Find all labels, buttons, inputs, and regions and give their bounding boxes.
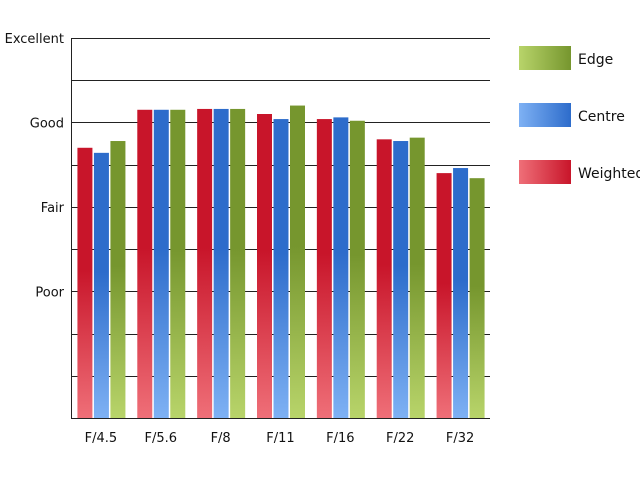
x-tick-label: F/32 bbox=[446, 431, 474, 446]
bar-edge-0 bbox=[110, 141, 125, 418]
y-tick-label: Fair bbox=[41, 201, 65, 216]
y-tick-label: Excellent bbox=[5, 32, 64, 47]
bar-weighted-2 bbox=[197, 109, 212, 418]
bar-centre-6 bbox=[453, 168, 468, 418]
bar-centre-4 bbox=[333, 117, 348, 418]
bar-centre-1 bbox=[154, 110, 169, 418]
bar-centre-3 bbox=[274, 119, 289, 418]
bar-weighted-1 bbox=[137, 110, 152, 418]
bar-edge-6 bbox=[470, 178, 485, 418]
bars bbox=[77, 106, 484, 418]
bar-edge-4 bbox=[350, 121, 365, 418]
legend-label-edge: Edge bbox=[578, 52, 613, 68]
x-tick-labels: F/4.5 F/5.6 F/8 F/11 F/16 F/22 F/32 bbox=[85, 431, 475, 446]
bar-weighted-3 bbox=[257, 114, 272, 418]
bar-edge-1 bbox=[170, 110, 185, 418]
bar-edge-3 bbox=[290, 106, 305, 418]
bar-centre-5 bbox=[393, 141, 408, 418]
legend: Edge Centre Weighted bbox=[519, 46, 640, 184]
legend-swatch-centre bbox=[519, 103, 571, 127]
y-tick-labels: Poor Fair Good Excellent bbox=[5, 32, 65, 300]
legend-label-centre: Centre bbox=[578, 109, 625, 125]
y-tick-label: Poor bbox=[35, 285, 64, 300]
x-tick-label: F/16 bbox=[326, 431, 354, 446]
bar-edge-5 bbox=[410, 138, 425, 418]
bar-centre-0 bbox=[94, 153, 109, 418]
bar-edge-2 bbox=[230, 109, 245, 418]
x-tick-label: F/5.6 bbox=[145, 431, 178, 446]
y-tick-label: Good bbox=[30, 116, 64, 131]
legend-label-weighted: Weighted bbox=[578, 166, 640, 182]
x-tick-label: F/8 bbox=[211, 431, 231, 446]
legend-swatch-weighted bbox=[519, 160, 571, 184]
legend-swatch-edge bbox=[519, 46, 571, 70]
bar-weighted-6 bbox=[437, 173, 452, 418]
bar-centre-2 bbox=[214, 109, 229, 418]
bar-weighted-5 bbox=[377, 139, 392, 418]
bar-weighted-4 bbox=[317, 119, 332, 418]
bar-weighted-0 bbox=[77, 148, 92, 418]
x-tick-label: F/11 bbox=[266, 431, 294, 446]
x-tick-label: F/4.5 bbox=[85, 431, 118, 446]
x-tick-label: F/22 bbox=[386, 431, 414, 446]
